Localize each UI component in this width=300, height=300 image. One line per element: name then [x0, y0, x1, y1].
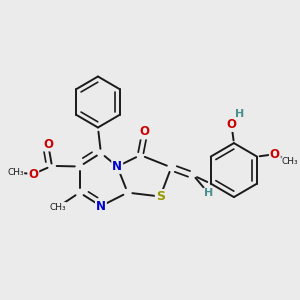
Text: H: H: [204, 188, 213, 199]
Text: N: N: [112, 160, 122, 173]
Text: O: O: [140, 125, 150, 139]
Text: O: O: [270, 148, 280, 161]
Text: H: H: [235, 109, 244, 119]
Text: CH₃: CH₃: [282, 157, 298, 166]
Text: O: O: [226, 118, 236, 131]
Text: CH₃: CH₃: [7, 168, 24, 177]
Text: O: O: [43, 137, 53, 151]
Text: O: O: [28, 167, 38, 181]
Text: N: N: [96, 200, 106, 213]
Text: CH₃: CH₃: [50, 202, 66, 211]
Text: S: S: [156, 190, 165, 203]
